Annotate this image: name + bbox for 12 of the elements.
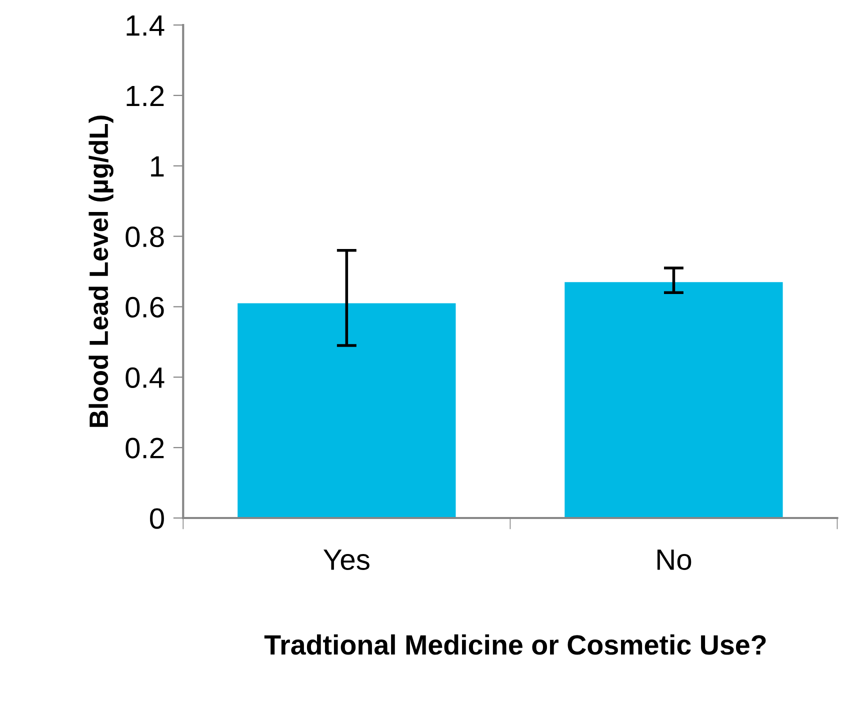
- x-tick-label: Yes: [324, 550, 370, 570]
- y-tick-label: 0: [150, 508, 164, 529]
- y-tick-label: 0.4: [126, 367, 164, 388]
- y-tick-label: 0.6: [126, 296, 164, 318]
- y-tick-label: 1: [151, 156, 164, 176]
- x-tick-label: No: [657, 550, 692, 570]
- y-tick-label: 1.2: [126, 86, 164, 106]
- x-axis-title: Tradtional Medicine or Cosmetic Use?: [264, 634, 766, 655]
- y-tick-label: 0.8: [126, 226, 164, 248]
- y-axis-title: Blood Lead Level (µg/dL): [88, 116, 114, 427]
- y-tick-label: 1.4: [126, 16, 164, 36]
- y-tick-label: 0.2: [126, 438, 164, 458]
